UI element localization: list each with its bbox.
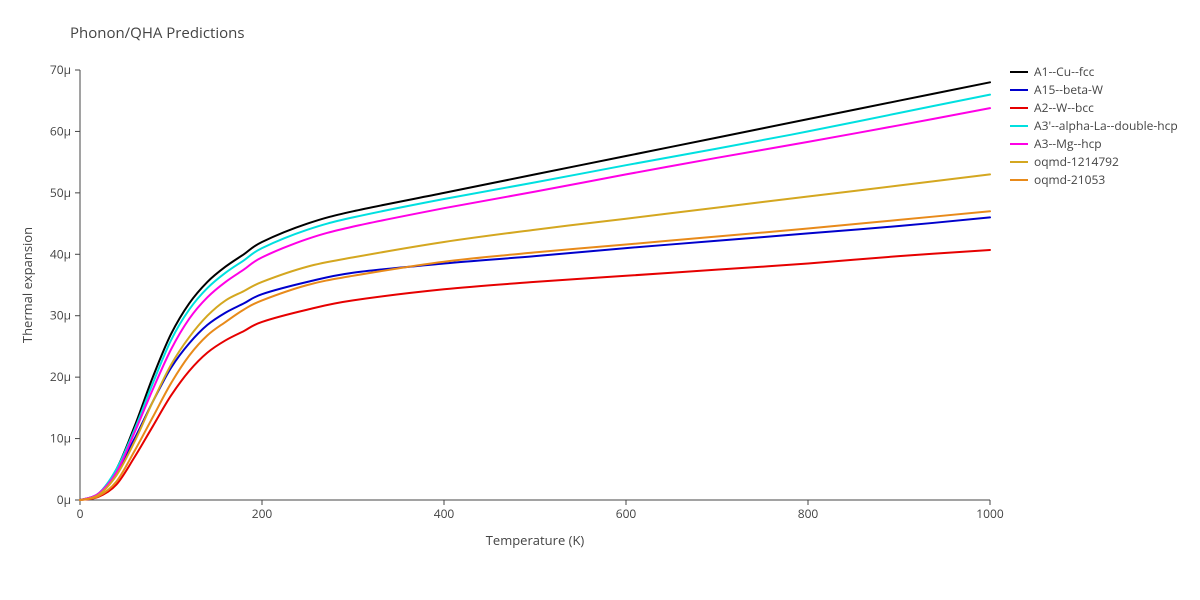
- y-tick-label: 30μ: [50, 307, 71, 324]
- legend-label[interactable]: A3'--alpha-La--double-hcp: [1034, 117, 1178, 134]
- y-tick-label: 10μ: [50, 430, 71, 447]
- x-tick-label: 600: [616, 505, 637, 522]
- y-tick-label: 70μ: [50, 61, 71, 78]
- x-tick-label: 1000: [976, 505, 1004, 522]
- y-axis-label: Thermal expansion: [18, 227, 36, 343]
- y-tick-label: 50μ: [50, 184, 71, 201]
- legend-label[interactable]: A3--Mg--hcp: [1034, 135, 1102, 152]
- y-tick-label: 0μ: [57, 491, 71, 508]
- chart-container: Phonon/QHA Predictions 0 200 400 600 800 1000 0…: [0, 0, 1200, 600]
- series-line[interactable]: [80, 82, 990, 500]
- legend-label[interactable]: A2--W--bcc: [1034, 99, 1094, 116]
- chart-svg: Phonon/QHA Predictions 0 200 400 600 800 1000 0…: [0, 0, 1200, 600]
- x-tick-label: 0: [77, 505, 84, 522]
- series-line[interactable]: [80, 250, 990, 500]
- y-tick-label: 60μ: [50, 122, 71, 139]
- chart-title: Phonon/QHA Predictions: [70, 23, 245, 43]
- series-line[interactable]: [80, 108, 990, 500]
- x-tick-label: 400: [434, 505, 455, 522]
- series-line[interactable]: [80, 211, 990, 500]
- x-tick-label: 200: [252, 505, 273, 522]
- y-tick-label: 20μ: [50, 368, 71, 385]
- legend-label[interactable]: A15--beta-W: [1034, 81, 1103, 98]
- y-tick-label: 40μ: [50, 245, 71, 262]
- legend-label[interactable]: oqmd-1214792: [1034, 153, 1119, 170]
- series-line[interactable]: [80, 95, 990, 500]
- x-axis-label: Temperature (K): [486, 531, 585, 549]
- legend-label[interactable]: oqmd-21053: [1034, 171, 1105, 188]
- x-tick-label: 800: [798, 505, 819, 522]
- legend-label[interactable]: A1--Cu--fcc: [1034, 63, 1095, 80]
